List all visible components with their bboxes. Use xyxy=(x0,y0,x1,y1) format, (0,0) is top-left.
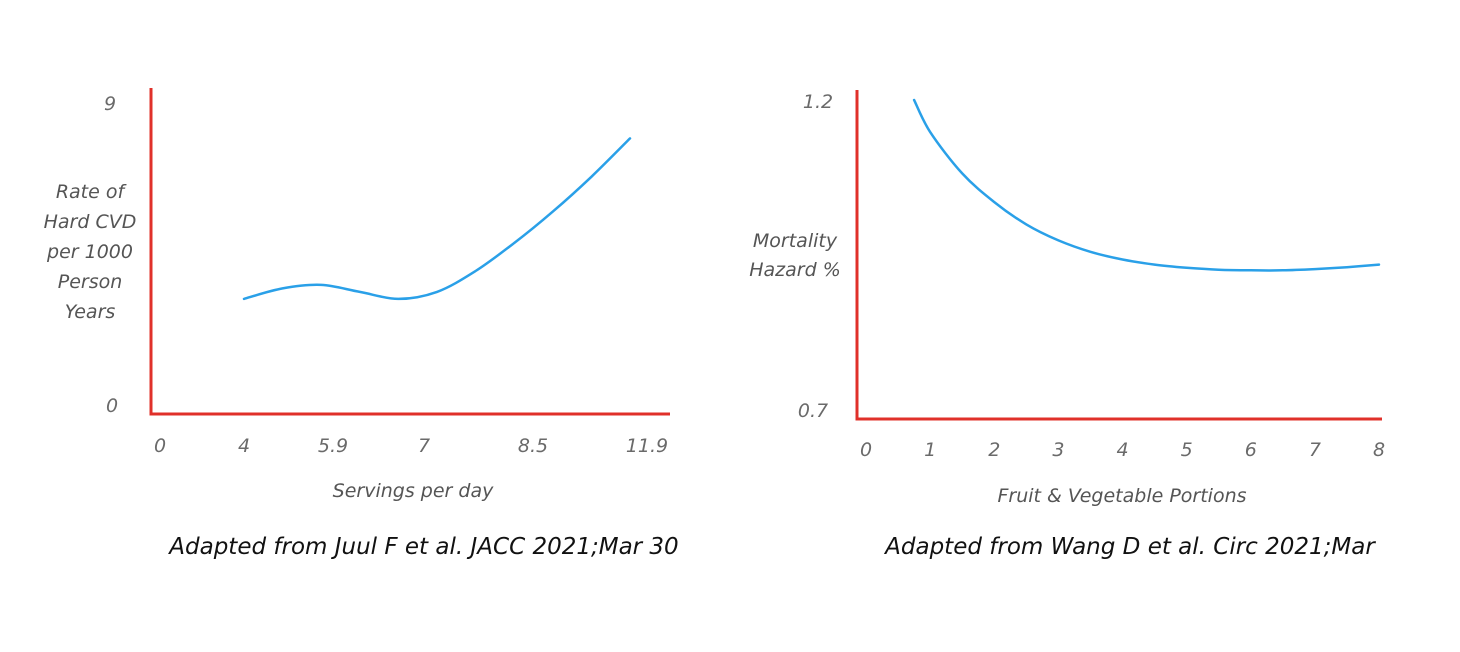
x-axis-label: Servings per day xyxy=(333,480,494,502)
x-tick-label: 5.9 xyxy=(318,435,348,457)
x-axis-label: Fruit & Vegetable Portions xyxy=(997,485,1246,507)
y-axis-label: Mortality xyxy=(753,230,838,252)
x-tick-label: 2 xyxy=(988,439,1000,461)
chart-caption: Adapted from Juul F et al. JACC 2021;Mar… xyxy=(167,534,678,560)
x-tick-label: 0 xyxy=(154,435,166,457)
chart-caption: Adapted from Wang D et al. Circ 2021;Mar xyxy=(883,534,1376,560)
series-line-cvd-rate xyxy=(242,137,632,301)
x-tick-label: 7 xyxy=(1309,439,1321,461)
y-tick-label: 0.7 xyxy=(798,400,828,422)
y-axis-label: Person xyxy=(58,271,123,293)
x-tick-label: 7 xyxy=(418,435,430,457)
y-axis-label: Hazard % xyxy=(749,259,841,281)
y-axis-label: Rate of xyxy=(56,181,128,203)
y-tick-label: 1.2 xyxy=(803,91,833,113)
chart-mortality-hazard: 1.2 0.7 0 1 2 3 4 5 6 7 8 Mortality Hazard % Fruit & … xyxy=(749,90,1385,560)
y-tick-label: 0 xyxy=(106,395,118,417)
chart-cvd-rate: 9 0 0 4 5.9 7 8.5 11.9 Rate of Hard CVD per 1000 Pe… xyxy=(44,88,679,560)
x-tick-label: 11.9 xyxy=(626,435,668,457)
x-tick-label: 6 xyxy=(1245,439,1257,461)
y-tick-label: 9 xyxy=(104,93,116,115)
x-tick-label: 8 xyxy=(1373,439,1385,461)
x-tick-label: 3 xyxy=(1052,439,1064,461)
x-tick-label: 5 xyxy=(1181,439,1193,461)
y-axis-label: Years xyxy=(65,301,116,323)
y-axis-label: Hard CVD xyxy=(44,211,137,233)
x-tick-label: 0 xyxy=(860,439,872,461)
x-tick-label: 8.5 xyxy=(518,435,548,457)
x-tick-label: 1 xyxy=(924,439,936,461)
series-line-mortality-hazard xyxy=(912,98,1381,272)
x-tick-label: 4 xyxy=(238,435,250,457)
x-tick-label: 4 xyxy=(1116,439,1128,461)
y-axis-label: per 1000 xyxy=(46,241,133,263)
